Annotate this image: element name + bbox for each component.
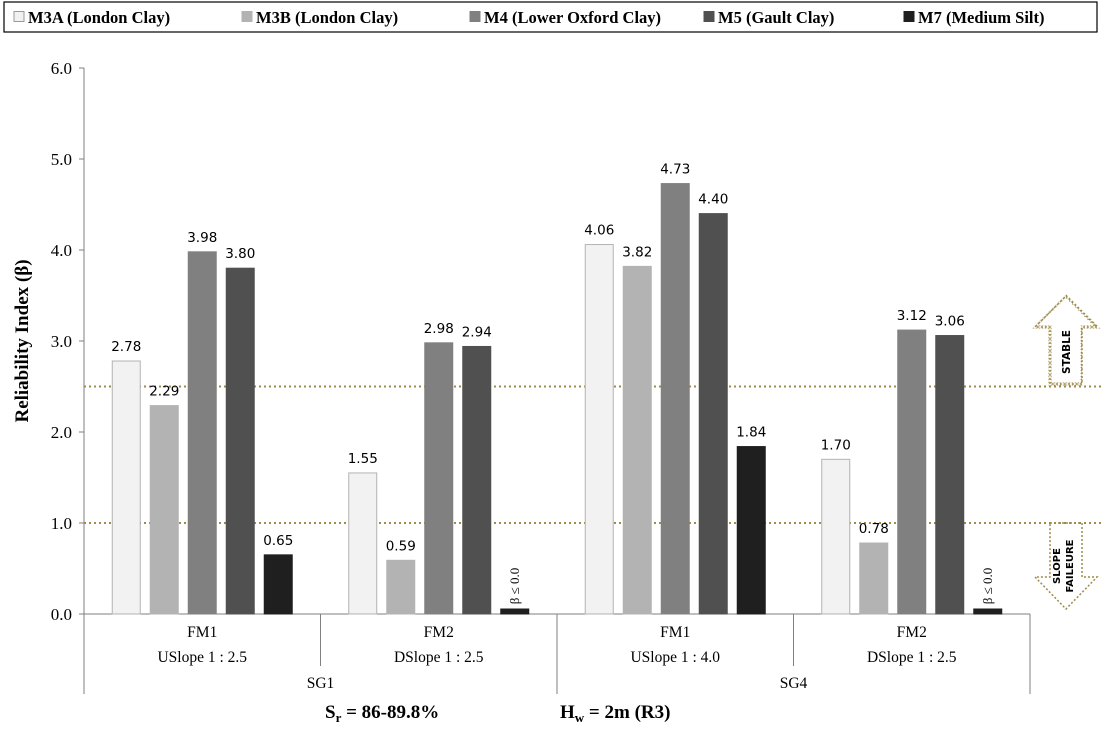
data-label: 3.06 [935, 314, 965, 330]
bar-m4 [660, 183, 690, 615]
stable-label: STABLE [1061, 330, 1073, 374]
legend-swatch [703, 11, 715, 22]
legend-label: M4 (Lower Oxford Clay) [484, 8, 661, 27]
legend-swatch [241, 11, 253, 22]
data-label: 4.40 [698, 192, 728, 208]
bar-m3a [111, 360, 141, 615]
bar-m3a [348, 472, 378, 615]
category-axis: FM1 USlope 1 : 2.5 FM2 DSlope 1 : 2.5 FM1 USl… [83, 614, 1031, 694]
category-mode-label: FM1 [660, 624, 690, 641]
legend: M3A (London Clay) M3B (London Clay) M4 (Lo… [3, 1, 1098, 33]
data-label: 2.78 [111, 339, 141, 355]
bar-m5 [698, 213, 728, 615]
bar-m4 [424, 342, 454, 615]
bar-m7 [736, 446, 766, 615]
bar-m5 [935, 335, 965, 615]
category-slope-label: USlope 1 : 2.5 [157, 649, 247, 666]
category-mode-label: FM2 [424, 624, 454, 641]
group-label: SG1 [307, 675, 335, 692]
legend-swatch [469, 11, 481, 22]
data-label: 1.84 [736, 425, 766, 441]
data-label: 3.80 [225, 246, 255, 262]
legend-swatch [903, 11, 915, 22]
footer-hw-value: = 2m (R3) [584, 702, 670, 723]
failure-label-line2: FAILEURE [1065, 539, 1076, 592]
legend-label: M7 (Medium Silt) [918, 8, 1044, 27]
y-tick-label: 3.0 [51, 332, 72, 351]
y-axis-title: Reliability Index (β) [12, 259, 33, 422]
data-label: 2.29 [149, 384, 179, 400]
category-mode-label: FM2 [897, 624, 927, 641]
category-mode-label: FM1 [187, 624, 217, 641]
failure-label-line1: SLOPE [1052, 548, 1063, 584]
category-slope-label: USlope 1 : 4.0 [630, 649, 720, 666]
bar-m3b [149, 405, 179, 615]
y-tick-label: 4.0 [51, 241, 72, 260]
data-label: 0.78 [859, 521, 889, 537]
data-label: 0.65 [263, 533, 293, 549]
legend-swatch [13, 11, 25, 22]
bar-m4 [187, 251, 217, 615]
y-tick-label: 1.0 [51, 514, 72, 533]
legend-label: M5 (Gault Clay) [718, 8, 834, 27]
annotations: STABLE SLOPE FAILEURE [1031, 293, 1101, 611]
data-label: 1.70 [821, 437, 851, 453]
failure-arrow-icon [1033, 522, 1099, 611]
data-label: 3.82 [622, 244, 652, 260]
bar-m3b [386, 559, 416, 615]
footer-sr-sub: r [336, 710, 342, 725]
bars [111, 183, 1003, 615]
y-tick-label: 5.0 [51, 150, 72, 169]
data-label: 3.12 [897, 308, 927, 324]
legend-label: M3B (London Clay) [256, 8, 398, 27]
data-label: β ≤ 0.0 [980, 568, 995, 605]
footer-hw-sub: w [575, 710, 585, 725]
data-label: 3.98 [187, 230, 217, 246]
y-tick-label: 6.0 [51, 59, 72, 78]
category-slope-label: DSlope 1 : 2.5 [867, 649, 957, 666]
bar-m3a [584, 244, 614, 615]
bar-m4 [897, 329, 927, 615]
footer-sr-symbol: S [325, 702, 336, 723]
data-labels: 2.78 2.29 3.98 3.80 0.65 1.55 0.59 2.98 2.94 β ≤ … [111, 162, 995, 605]
footer-saturation: Sr = 86-89.8% [325, 702, 439, 725]
bar-m3b [622, 265, 652, 615]
bar-m5 [225, 267, 255, 615]
bar-m3b [859, 542, 889, 615]
footer: Sr = 86-89.8% Hw = 2m (R3) [325, 702, 670, 725]
bar-m5 [462, 345, 492, 615]
legend-box [3, 1, 1098, 33]
data-label: 4.73 [660, 162, 690, 178]
bar-m7 [263, 554, 293, 615]
data-label: 1.55 [348, 451, 378, 467]
group-label: SG4 [780, 675, 808, 692]
data-label: 2.98 [424, 321, 454, 337]
bar-m7 [500, 608, 530, 615]
data-label: 4.06 [584, 223, 614, 239]
y-tick-label: 0.0 [51, 605, 72, 624]
stable-arrow-outline-icon [1033, 294, 1099, 385]
category-slope-label: DSlope 1 : 2.5 [394, 649, 484, 666]
footer-hw-symbol: H [560, 702, 575, 723]
data-label: β ≤ 0.0 [507, 568, 522, 605]
footer-water-level: Hw = 2m (R3) [560, 702, 670, 725]
y-tick-label: 2.0 [51, 423, 72, 442]
footer-sr-value: = 86-89.8% [341, 702, 439, 723]
legend-label: M3A (London Clay) [28, 8, 170, 27]
bar-m7 [973, 608, 1003, 615]
bar-m3a [821, 458, 851, 615]
data-label: 2.94 [462, 324, 492, 340]
data-label: 0.59 [386, 538, 416, 554]
